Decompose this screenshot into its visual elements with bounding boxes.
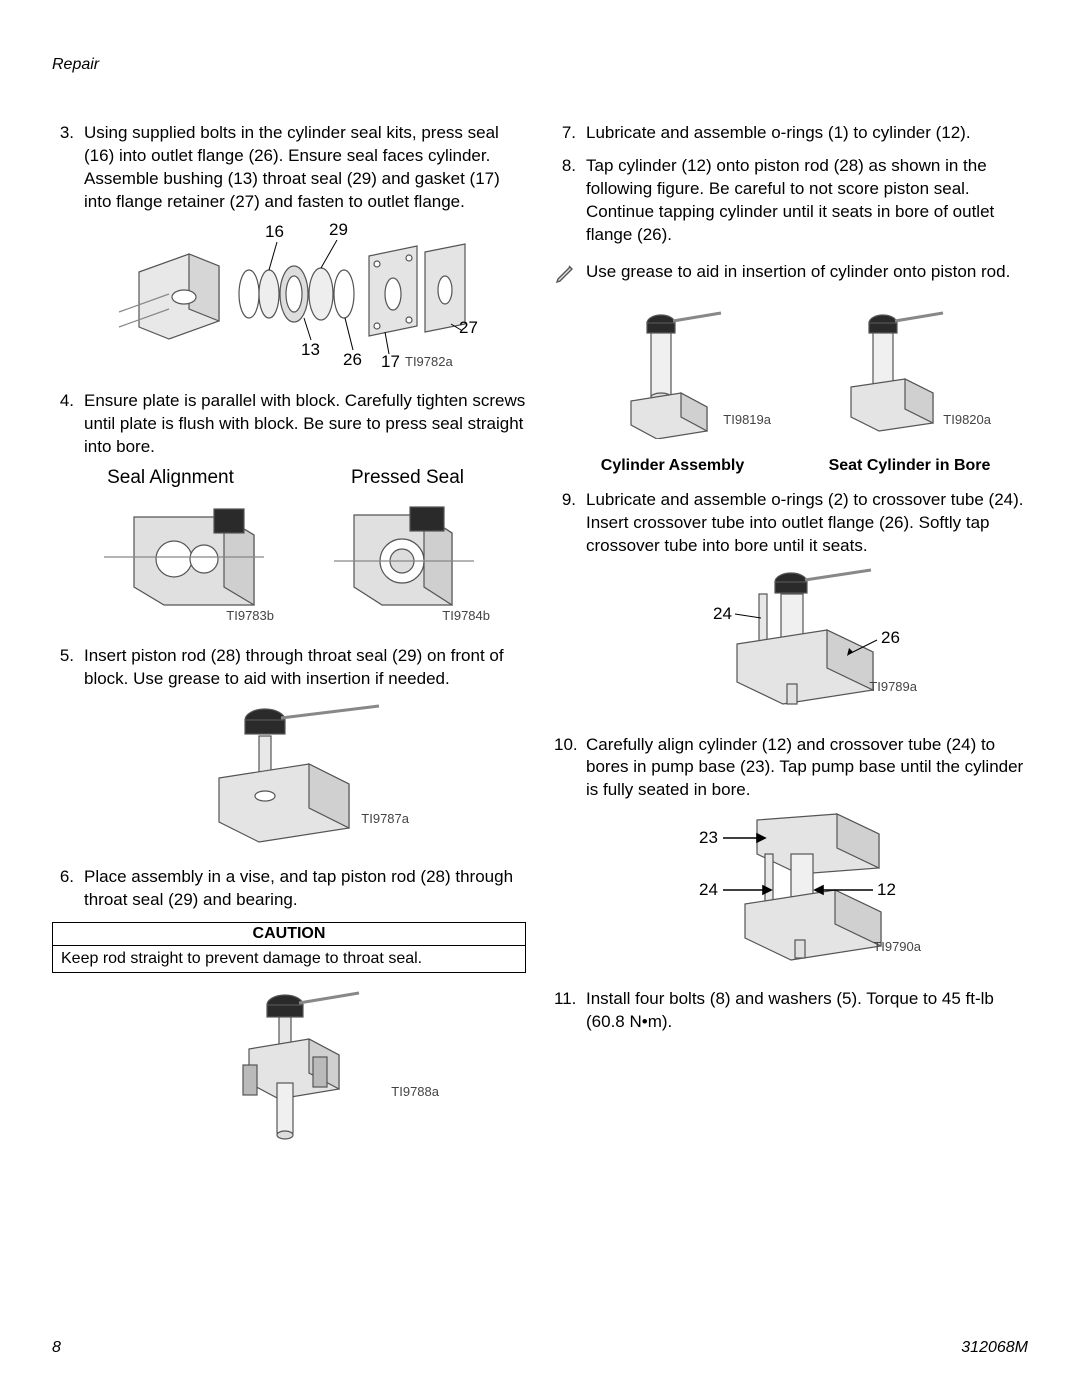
figure-captions: Cylinder Assembly Seat Cylinder in Bore [554,457,1028,475]
callout-12: 12 [877,880,896,900]
content-columns: 3. Using supplied bolts in the cylinder … [52,122,1028,1165]
step-10: 10. Carefully align cylinder (12) and cr… [554,734,1028,803]
step-text: Lubricate and assemble o-rings (2) to cr… [586,489,1028,558]
caption-seat-cylinder: Seat Cylinder in Bore [791,457,1028,475]
figure-id: TI9820a [943,412,991,427]
figure-id: TI9784b [442,608,490,623]
tip-grease: Use grease to aid in insertion of cylind… [554,261,1028,285]
step-number: 10. [554,734,586,803]
figure-crossover: 24 26 TI9789a [554,566,1028,716]
step-text: Install four bolts (8) and washers (5). … [586,988,1028,1034]
header-seal-alignment: Seal Alignment [52,467,289,489]
callout-27: 27 [459,318,478,338]
step-8: 8. Tap cylinder (12) onto piston rod (28… [554,155,1028,247]
callout-24: 24 [699,880,718,900]
caption-cylinder-assembly: Cylinder Assembly [554,457,791,475]
step-11: 11. Install four bolts (8) and washers (… [554,988,1028,1034]
tip-text: Use grease to aid in insertion of cylind… [586,261,1010,285]
document-id: 312068M [961,1339,1028,1357]
step-3: 3. Using supplied bolts in the cylinder … [52,122,526,214]
step-number: 4. [52,390,84,459]
figure-pump-base: 23 24 12 TI9790a [554,810,1028,970]
step-5: 5. Insert piston rod (28) through throat… [52,645,526,691]
vise-assembly-icon [189,987,389,1147]
callout-23: 23 [699,828,718,848]
page-footer: 8 312068M [52,1339,1028,1357]
figure-pair-seals: TI9783b TI9784b [52,497,526,627]
step-9: 9. Lubricate and assemble o-rings (2) to… [554,489,1028,558]
step-text: Tap cylinder (12) onto piston rod (28) a… [586,155,1028,247]
callout-17: 17 [381,352,400,372]
figure-vise-tap: TI9788a [52,987,526,1147]
figure-exploded: 16 29 13 26 17 27 TI9782a [52,222,526,372]
section-header: Repair [52,56,1028,74]
step-text: Using supplied bolts in the cylinder sea… [84,122,526,214]
callout-26: 26 [343,350,362,370]
step-text: Place assembly in a vise, and tap piston… [84,866,526,912]
figure-id: TI9783b [226,608,274,623]
figure-id: TI9788a [391,1084,439,1099]
callout-26: 26 [881,628,900,648]
step-text: Carefully align cylinder (12) and crosso… [586,734,1028,803]
figure-pair-headers: Seal Alignment Pressed Seal [52,467,526,489]
caution-body: Keep rod straight to prevent damage to t… [53,946,525,972]
caution-title: CAUTION [53,923,525,946]
caution-box: CAUTION Keep rod straight to prevent dam… [52,922,526,973]
step-4: 4. Ensure plate is parallel with block. … [52,390,526,459]
left-column: 3. Using supplied bolts in the cylinder … [52,122,526,1165]
figure-id: TI9789a [869,679,917,694]
step-number: 3. [52,122,84,214]
step-number: 5. [52,645,84,691]
step-number: 11. [554,988,586,1034]
step-text: Ensure plate is parallel with block. Car… [84,390,526,459]
right-column: 7. Lubricate and assemble o-rings (1) to… [554,122,1028,1165]
step-text: Lubricate and assemble o-rings (1) to cy… [586,122,1028,145]
figure-cylinder-pair: TI9819a TI9820a [554,309,1028,439]
step-number: 7. [554,122,586,145]
step-6: 6. Place assembly in a vise, and tap pis… [52,866,526,912]
callout-13: 13 [301,340,320,360]
step-number: 6. [52,866,84,912]
figure-id: TI9787a [361,811,409,826]
figure-id: TI9819a [723,412,771,427]
step-number: 9. [554,489,586,558]
pencil-icon [554,261,586,285]
figure-id: TI9790a [873,939,921,954]
figure-piston-insert: TI9787a [52,698,526,848]
step-text: Insert piston rod (28) through throat se… [84,645,526,691]
callout-16: 16 [265,222,284,242]
step-number: 8. [554,155,586,247]
callout-29: 29 [329,220,348,240]
header-pressed-seal: Pressed Seal [289,467,526,489]
exploded-view-icon [109,222,469,372]
step-7: 7. Lubricate and assemble o-rings (1) to… [554,122,1028,145]
callout-24: 24 [713,604,732,624]
figure-id: TI9782a [405,354,453,369]
page-number: 8 [52,1339,61,1357]
